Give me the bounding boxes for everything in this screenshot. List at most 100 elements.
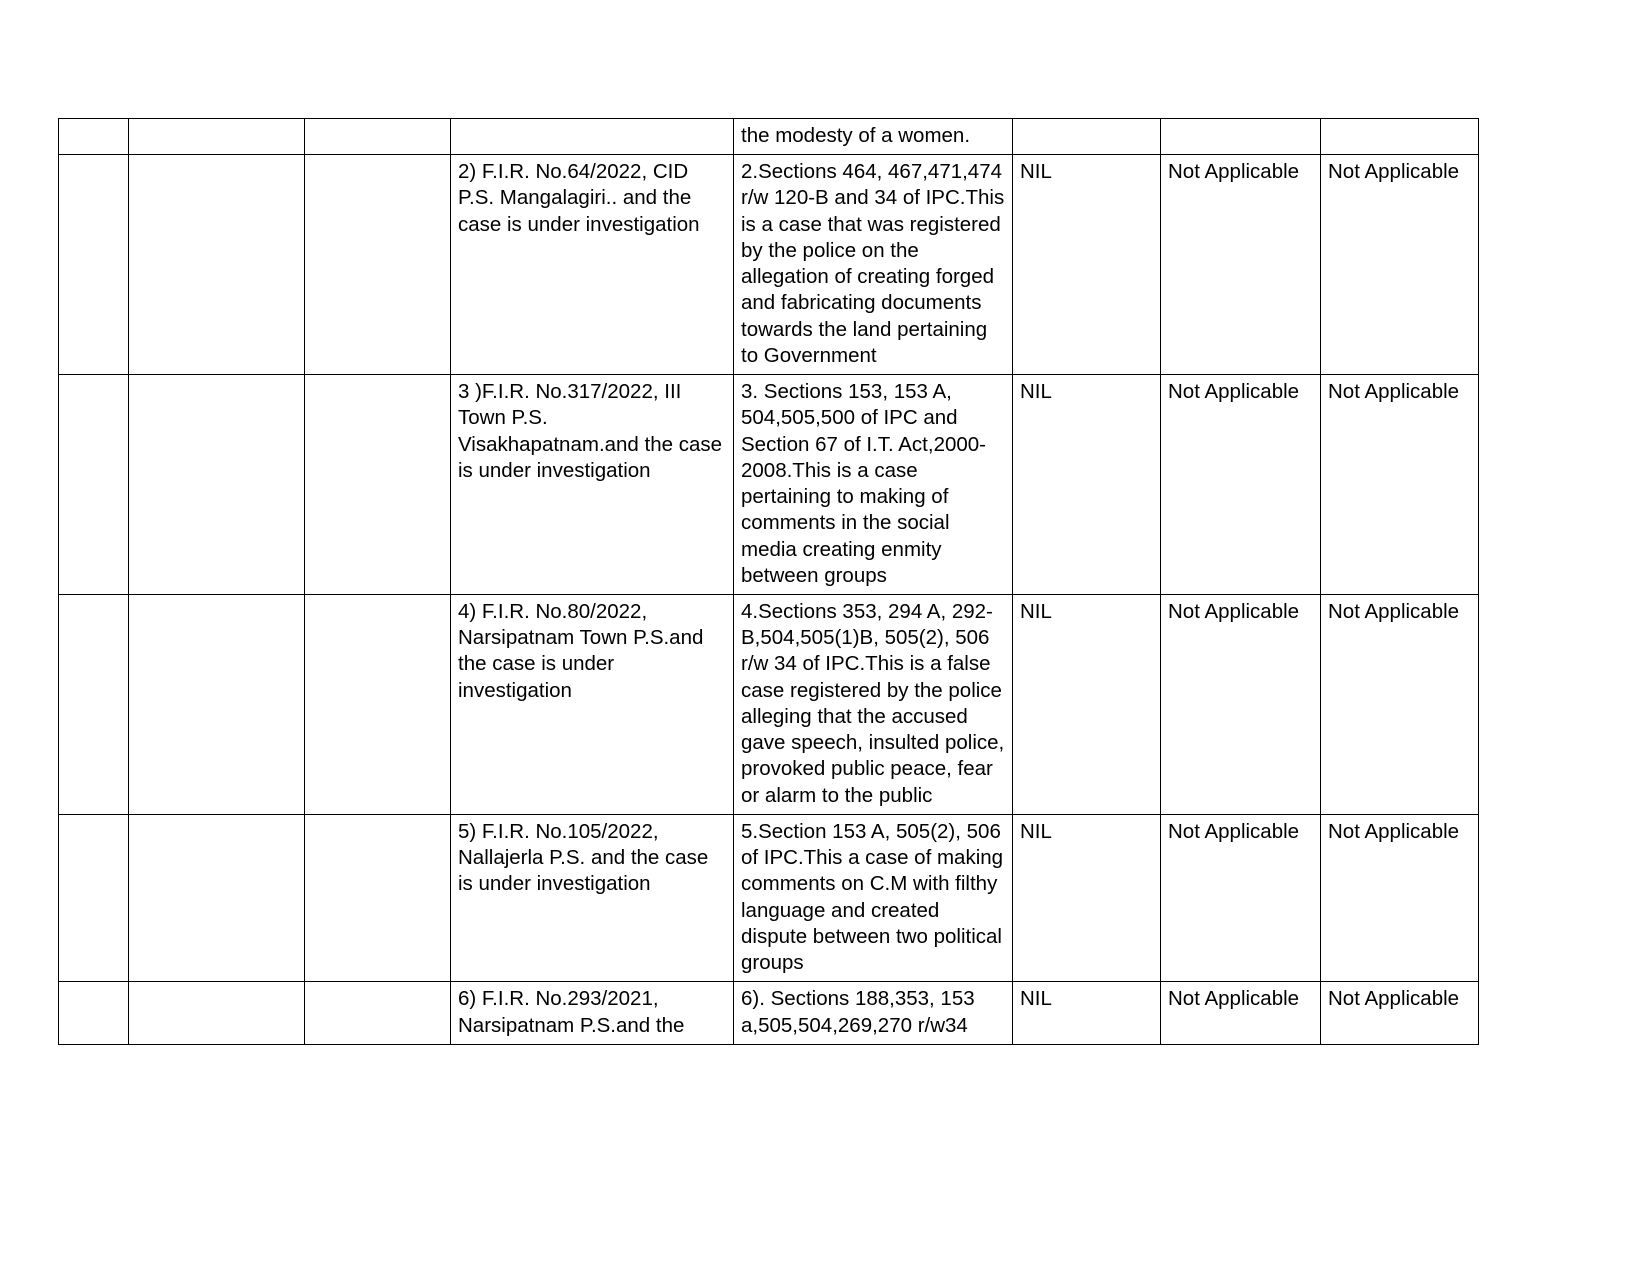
cell-col1 bbox=[128, 374, 305, 595]
cell-col6 bbox=[1160, 117, 1321, 156]
cell-text: 4.Sections 353, 294 A, 292-B,504,505(1)B… bbox=[741, 599, 1010, 807]
cell-col2 bbox=[304, 154, 451, 376]
cell-text: 2.Sections 464, 467,471,474 r/w 120-B an… bbox=[741, 160, 1010, 367]
cell-text: NIL bbox=[1020, 599, 1052, 623]
cell-text bbox=[312, 123, 443, 124]
cell-text: 5) F.I.R. No.105/2022, Nallajerla P.S. a… bbox=[458, 819, 715, 896]
cell-text: NIL bbox=[1020, 380, 1052, 404]
cell-col0 bbox=[58, 374, 129, 595]
cell-col1 bbox=[128, 813, 305, 983]
cell-col7: Not Applicable bbox=[1320, 374, 1479, 595]
table-body: the modesty of a women. 2) F.I.R. No.64/… bbox=[58, 117, 1479, 1045]
cell-sections-description: the modesty of a women. bbox=[733, 117, 1013, 156]
cell-col5: NIL bbox=[1012, 374, 1161, 595]
table-container: the modesty of a women. 2) F.I.R. No.64/… bbox=[58, 117, 1479, 1045]
cell-text bbox=[136, 986, 297, 987]
cell-text: 3 )F.I.R. No.317/2022, III Town P.S. Vis… bbox=[458, 380, 728, 482]
table-row: 5) F.I.R. No.105/2022, Nallajerla P.S. a… bbox=[58, 813, 1479, 983]
cell-text: Not Applicable bbox=[1168, 819, 1300, 843]
cell-text: NIL bbox=[1020, 819, 1052, 843]
cell-col6: Not Applicable bbox=[1160, 374, 1321, 595]
cell-sections-description: 4.Sections 353, 294 A, 292-B,504,505(1)B… bbox=[733, 593, 1013, 815]
cell-col2 bbox=[304, 981, 451, 1045]
cell-text bbox=[312, 379, 443, 380]
cell-sections-description: 6). Sections 188,353, 153 a,505,504,269,… bbox=[733, 981, 1013, 1045]
cell-col7: Not Applicable bbox=[1320, 813, 1479, 983]
cell-text: Not Applicable bbox=[1328, 380, 1460, 404]
cell-text: Not Applicable bbox=[1168, 160, 1300, 184]
cell-sections-description: 2.Sections 464, 467,471,474 r/w 120-B an… bbox=[733, 154, 1013, 376]
cell-col1 bbox=[128, 981, 305, 1045]
cell-fir-details: 5) F.I.R. No.105/2022, Nallajerla P.S. a… bbox=[450, 813, 734, 983]
cell-col7 bbox=[1320, 117, 1479, 156]
cell-col0 bbox=[58, 813, 129, 983]
cell-text: Not Applicable bbox=[1168, 599, 1300, 623]
cell-text bbox=[66, 599, 121, 600]
table-row: 2) F.I.R. No.64/2022, CID P.S. Mangalagi… bbox=[58, 154, 1479, 376]
cell-text: 4) F.I.R. No.80/2022, Narsipatnam Town P… bbox=[458, 599, 710, 702]
cell-text: the modesty of a women. bbox=[741, 124, 971, 147]
cell-sections-description: 3. Sections 153, 153 A, 504,505,500 of I… bbox=[733, 374, 1013, 595]
cell-text bbox=[66, 379, 121, 380]
cell-fir-details: 6) F.I.R. No.293/2021, Narsipatnam P.S.a… bbox=[450, 981, 734, 1045]
table-row: 3 )F.I.R. No.317/2022, III Town P.S. Vis… bbox=[58, 374, 1479, 595]
cell-text bbox=[136, 123, 297, 124]
cell-sections-description: 5.Section 153 A, 505(2), 506 of IPC.This… bbox=[733, 813, 1013, 983]
cell-text: Not Applicable bbox=[1328, 987, 1460, 1011]
case-details-table: the modesty of a women. 2) F.I.R. No.64/… bbox=[58, 117, 1479, 1045]
cell-col5 bbox=[1012, 117, 1161, 156]
cell-col7: Not Applicable bbox=[1320, 593, 1479, 815]
cell-fir-details: 3 )F.I.R. No.317/2022, III Town P.S. Vis… bbox=[450, 374, 734, 595]
cell-fir-details: 4) F.I.R. No.80/2022, Narsipatnam Town P… bbox=[450, 593, 734, 815]
cell-col5: NIL bbox=[1012, 813, 1161, 983]
cell-text bbox=[66, 159, 121, 160]
cell-text: Not Applicable bbox=[1328, 599, 1460, 623]
cell-text bbox=[66, 986, 121, 987]
cell-text: 5.Section 153 A, 505(2), 506 of IPC.This… bbox=[741, 819, 1009, 975]
cell-text: Not Applicable bbox=[1328, 160, 1460, 184]
cell-text bbox=[136, 599, 297, 600]
cell-text bbox=[136, 159, 297, 160]
cell-text bbox=[136, 819, 297, 820]
cell-col6: Not Applicable bbox=[1160, 981, 1321, 1045]
cell-col2 bbox=[304, 374, 451, 595]
cell-col1 bbox=[128, 154, 305, 376]
cell-text bbox=[312, 986, 443, 987]
cell-col7: Not Applicable bbox=[1320, 981, 1479, 1045]
cell-text bbox=[136, 379, 297, 380]
cell-col6: Not Applicable bbox=[1160, 813, 1321, 983]
cell-text bbox=[66, 819, 121, 820]
cell-col1 bbox=[128, 593, 305, 815]
cell-col0 bbox=[58, 154, 129, 376]
cell-fir-details bbox=[450, 117, 734, 156]
cell-col0 bbox=[58, 117, 129, 156]
cell-text bbox=[312, 819, 443, 820]
cell-col6: Not Applicable bbox=[1160, 154, 1321, 376]
cell-text: Not Applicable bbox=[1168, 380, 1300, 404]
cell-col7: Not Applicable bbox=[1320, 154, 1479, 376]
cell-text: 6) F.I.R. No.293/2021, Narsipatnam P.S.a… bbox=[458, 987, 685, 1037]
cell-col0 bbox=[58, 981, 129, 1045]
cell-text: 3. Sections 153, 153 A, 504,505,500 of I… bbox=[741, 380, 987, 587]
cell-col5: NIL bbox=[1012, 154, 1161, 376]
cell-col2 bbox=[304, 117, 451, 156]
cell-text: NIL bbox=[1020, 987, 1052, 1011]
table-row: the modesty of a women. bbox=[58, 117, 1479, 156]
cell-text bbox=[66, 123, 121, 124]
cell-text: 2) F.I.R. No.64/2022, CID P.S. Mangalagi… bbox=[458, 160, 700, 236]
cell-text: Not Applicable bbox=[1168, 987, 1300, 1011]
cell-col1 bbox=[128, 117, 305, 156]
table-row: 4) F.I.R. No.80/2022, Narsipatnam Town P… bbox=[58, 593, 1479, 815]
cell-fir-details: 2) F.I.R. No.64/2022, CID P.S. Mangalagi… bbox=[450, 154, 734, 376]
cell-col2 bbox=[304, 813, 451, 983]
cell-col0 bbox=[58, 593, 129, 815]
cell-col6: Not Applicable bbox=[1160, 593, 1321, 815]
cell-text bbox=[312, 159, 443, 160]
cell-col2 bbox=[304, 593, 451, 815]
cell-text: 6). Sections 188,353, 153 a,505,504,269,… bbox=[741, 987, 981, 1037]
cell-text bbox=[312, 599, 443, 600]
cell-text: NIL bbox=[1020, 160, 1052, 184]
table-row: 6) F.I.R. No.293/2021, Narsipatnam P.S.a… bbox=[58, 981, 1479, 1045]
cell-text: Not Applicable bbox=[1328, 819, 1460, 843]
